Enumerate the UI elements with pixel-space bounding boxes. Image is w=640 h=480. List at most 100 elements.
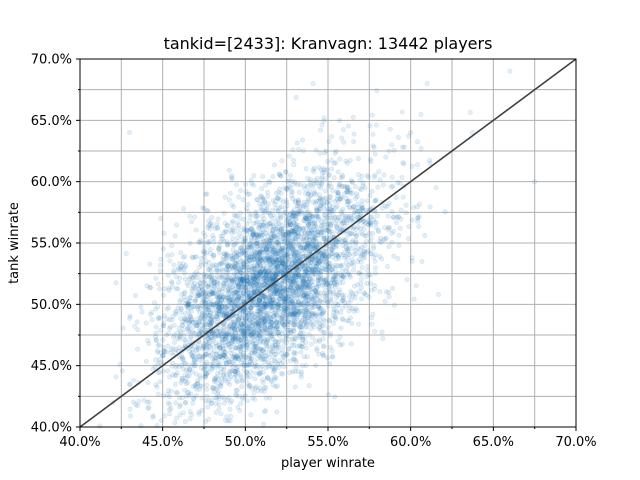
- scatter-point: [207, 239, 213, 245]
- scatter-point: [396, 214, 402, 220]
- scatter-point: [263, 341, 269, 347]
- scatter-point: [291, 220, 297, 226]
- scatter-point: [182, 400, 188, 406]
- scatter-point: [274, 287, 280, 293]
- scatter-point: [208, 334, 214, 340]
- scatter-point: [419, 258, 425, 264]
- scatter-point: [271, 231, 277, 237]
- scatter-point: [353, 233, 359, 239]
- scatter-point: [226, 341, 232, 347]
- scatter-point: [366, 219, 372, 225]
- scatter-point: [188, 334, 194, 340]
- scatter-point: [303, 363, 309, 369]
- scatter-point: [206, 369, 212, 375]
- scatter-point: [318, 127, 324, 133]
- scatter-point: [227, 296, 233, 302]
- scatter-point: [161, 368, 167, 374]
- scatter-point: [347, 157, 353, 163]
- scatter-point: [172, 339, 178, 345]
- scatter-point: [312, 236, 318, 242]
- scatter-point: [409, 164, 415, 170]
- scatter-point: [347, 272, 353, 278]
- scatter-point: [261, 388, 267, 394]
- scatter-point: [312, 338, 318, 344]
- scatter-point: [280, 258, 286, 264]
- scatter-point: [275, 330, 281, 336]
- scatter-point: [345, 255, 351, 261]
- scatter-point: [279, 371, 285, 377]
- scatter-point: [214, 395, 220, 401]
- scatter-point: [313, 192, 319, 198]
- scatter-point: [202, 351, 208, 357]
- scatter-point: [186, 324, 192, 330]
- scatter-point: [306, 258, 312, 264]
- scatter-point: [204, 273, 210, 279]
- scatter-point: [314, 260, 320, 266]
- scatter-point: [270, 240, 276, 246]
- scatter-point: [340, 243, 346, 249]
- scatter-point: [221, 229, 227, 235]
- scatter-point: [316, 283, 322, 289]
- scatter-point: [252, 302, 258, 308]
- scatter-point: [325, 273, 331, 279]
- scatter-point: [307, 177, 313, 183]
- scatter-point: [247, 383, 253, 389]
- scatter-point: [192, 273, 198, 279]
- scatter-point: [219, 261, 225, 267]
- scatter-point: [170, 360, 176, 366]
- scatter-point: [258, 302, 264, 308]
- scatter-point: [235, 368, 241, 374]
- scatter-point: [260, 356, 266, 362]
- scatter-point: [305, 230, 311, 236]
- scatter-point: [351, 252, 357, 258]
- scatter-point: [235, 290, 241, 296]
- scatter-point: [258, 258, 264, 264]
- scatter-point: [290, 356, 296, 362]
- scatter-point: [128, 413, 134, 419]
- scatter-point: [331, 274, 337, 280]
- scatter-point: [272, 342, 278, 348]
- scatter-point: [310, 271, 316, 277]
- scatter-point: [228, 413, 234, 419]
- scatter-point: [357, 230, 363, 236]
- scatter-point: [295, 230, 301, 236]
- scatter-point: [283, 264, 289, 270]
- scatter-point: [268, 297, 274, 303]
- scatter-point: [270, 300, 276, 306]
- scatter-point: [242, 285, 248, 291]
- scatter-point: [232, 260, 238, 266]
- scatter-point: [268, 304, 274, 310]
- scatter-point: [256, 320, 262, 326]
- scatter-point: [199, 353, 205, 359]
- scatter-point: [258, 338, 264, 344]
- scatter-point: [333, 239, 339, 245]
- scatter-point: [263, 384, 269, 390]
- scatter-point: [227, 418, 233, 424]
- scatter-point: [308, 243, 314, 249]
- scatter-point: [286, 346, 292, 352]
- scatter-point: [248, 308, 254, 314]
- scatter-point: [135, 327, 141, 333]
- scatter-point: [317, 277, 323, 283]
- scatter-point: [314, 225, 320, 231]
- scatter-point: [330, 277, 336, 283]
- scatter-point: [355, 321, 361, 327]
- scatter-point: [273, 384, 279, 390]
- scatter-point: [164, 306, 170, 312]
- scatter-point: [330, 313, 336, 319]
- scatter-point: [145, 337, 151, 343]
- scatter-point: [251, 273, 257, 279]
- scatter-point: [215, 216, 221, 222]
- y-tick-label: 60.0%: [31, 175, 72, 190]
- scatter-point: [277, 173, 283, 179]
- scatter-point: [295, 368, 301, 374]
- scatter-point: [221, 293, 227, 299]
- scatter-point: [251, 256, 257, 262]
- scatter-point: [197, 319, 203, 325]
- scatter-point: [316, 254, 322, 260]
- scatter-point: [204, 345, 210, 351]
- scatter-point: [283, 258, 289, 264]
- scatter-point: [258, 194, 264, 200]
- scatter-point: [224, 251, 230, 257]
- scatter-point: [167, 407, 173, 413]
